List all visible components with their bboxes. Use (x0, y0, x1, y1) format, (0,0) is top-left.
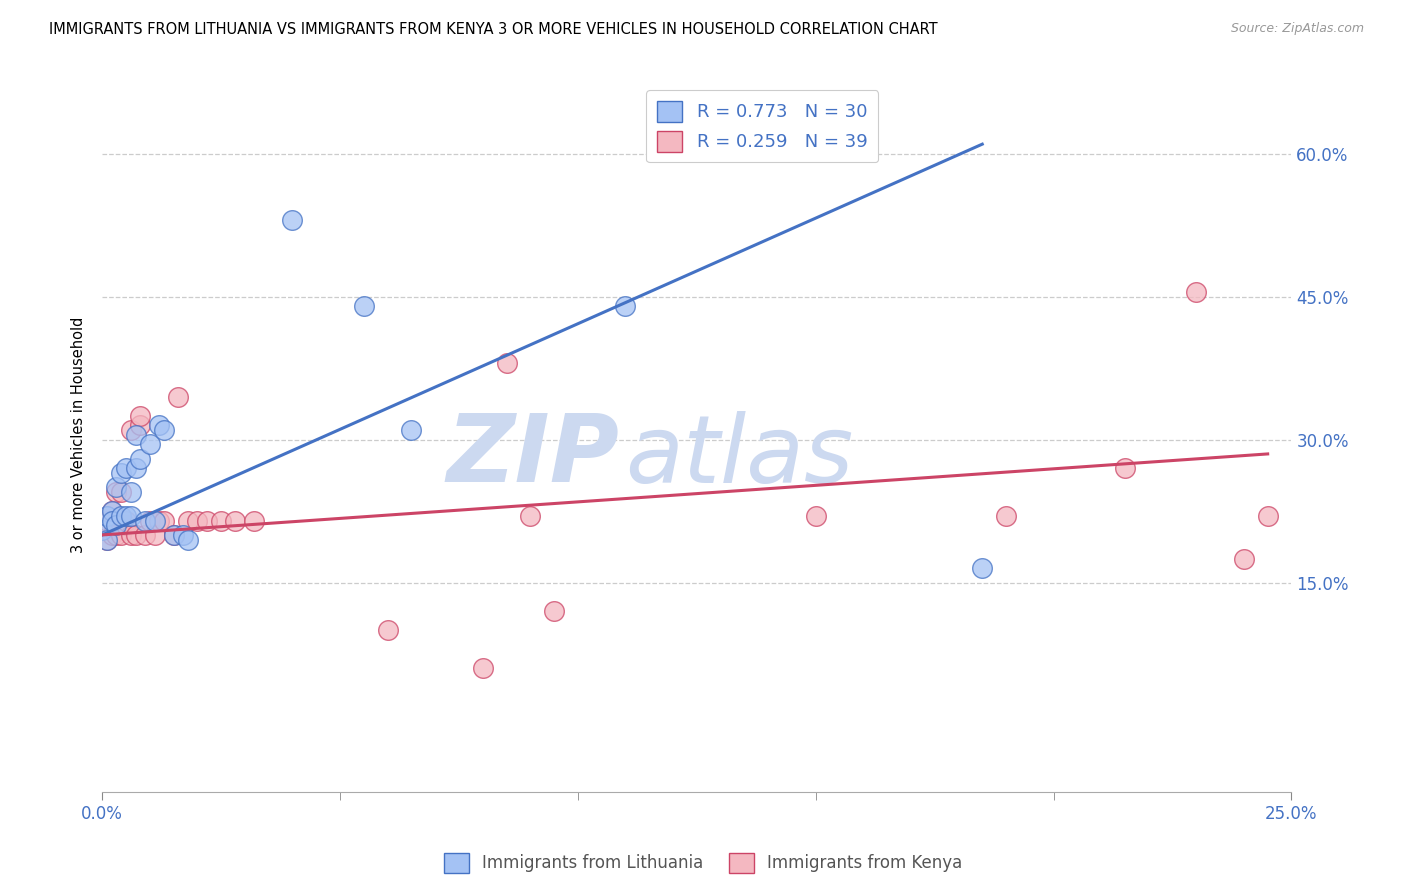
Point (243, 514, 266, 528)
Point (100, 514, 122, 528)
Point (828, 137, 851, 152)
Point (129, 409, 152, 423)
Legend: R = 0.773   N = 30, R = 0.259   N = 39: R = 0.773 N = 30, R = 0.259 N = 39 (647, 90, 879, 162)
Point (614, 299, 637, 313)
Point (96, 533, 118, 547)
Point (115, 514, 138, 528)
Point (162, 528, 184, 542)
Text: IMMIGRANTS FROM LITHUANIA VS IMMIGRANTS FROM KENYA 3 OR MORE VEHICLES IN HOUSEHO: IMMIGRANTS FROM LITHUANIA VS IMMIGRANTS … (49, 22, 938, 37)
Point (110, 466, 132, 480)
Point (377, 624, 399, 638)
Point (804, 508, 827, 523)
Point (105, 485, 128, 500)
Point (110, 508, 132, 523)
Point (162, 528, 184, 542)
Point (1233, 551, 1256, 566)
Point (100, 504, 122, 518)
Point (1257, 508, 1279, 523)
Point (110, 485, 132, 500)
Point (143, 528, 166, 542)
Point (353, 299, 375, 313)
Point (105, 528, 128, 542)
Point (115, 518, 138, 533)
Point (100, 528, 122, 542)
Point (177, 514, 200, 528)
Point (148, 514, 170, 528)
Point (1185, 285, 1208, 299)
Point (115, 461, 138, 475)
Point (96, 514, 118, 528)
Text: Source: ZipAtlas.com: Source: ZipAtlas.com (1230, 22, 1364, 36)
Y-axis label: 3 or more Vehicles in Household: 3 or more Vehicles in Household (72, 317, 86, 553)
Point (224, 514, 246, 528)
Point (134, 528, 156, 542)
Point (972, 561, 994, 575)
Point (471, 661, 494, 675)
Point (995, 508, 1018, 523)
Point (96, 533, 118, 547)
Point (167, 390, 190, 404)
Text: ZIP: ZIP (447, 410, 620, 502)
Point (120, 485, 142, 500)
Point (195, 514, 218, 528)
Point (153, 514, 176, 528)
Point (495, 356, 517, 370)
Point (519, 508, 541, 523)
Point (105, 480, 128, 494)
Point (209, 514, 232, 528)
Point (281, 213, 304, 227)
Point (120, 423, 142, 437)
Point (172, 528, 194, 542)
Point (120, 508, 142, 523)
Point (1114, 461, 1136, 475)
Point (143, 514, 166, 528)
Point (177, 533, 200, 547)
Point (186, 514, 208, 528)
Point (115, 508, 138, 523)
Point (110, 528, 132, 542)
Point (124, 528, 146, 542)
Point (124, 428, 146, 442)
Point (96, 508, 118, 523)
Point (139, 514, 162, 528)
Legend: Immigrants from Lithuania, Immigrants from Kenya: Immigrants from Lithuania, Immigrants fr… (437, 847, 969, 880)
Point (120, 528, 142, 542)
Point (139, 437, 162, 451)
Point (129, 418, 152, 433)
Point (401, 423, 423, 437)
Text: atlas: atlas (626, 411, 853, 502)
Point (153, 423, 176, 437)
Point (100, 504, 122, 518)
Point (105, 518, 128, 533)
Point (134, 514, 156, 528)
Point (129, 451, 152, 466)
Point (543, 604, 565, 618)
Point (91, 523, 114, 537)
Point (124, 461, 146, 475)
Point (148, 418, 170, 433)
